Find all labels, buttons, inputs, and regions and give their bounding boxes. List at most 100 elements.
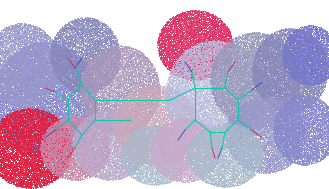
Point [208,43,213,46]
Point [289,65,294,68]
Point [55,155,60,158]
Point [113,70,118,73]
Point [288,83,293,86]
Point [94,125,99,128]
Point [22,55,27,58]
Point [260,122,265,125]
Point [97,40,102,43]
Point [107,142,113,145]
Point [169,173,174,176]
Point [256,145,261,148]
Point [154,89,159,92]
Point [243,166,248,169]
Point [19,118,24,121]
Point [21,184,26,187]
Point [149,155,154,158]
Point [218,53,223,56]
Point [244,134,250,137]
Point [282,54,288,57]
Point [201,26,206,29]
Point [297,134,302,137]
Point [61,54,66,57]
Point [256,161,262,164]
Point [116,111,121,114]
Point [180,11,185,14]
Point [284,99,290,102]
Point [101,176,106,179]
Point [106,27,111,30]
Point [75,60,81,64]
Point [203,12,208,15]
Point [103,49,108,52]
Point [173,63,178,66]
Point [77,115,82,118]
Point [258,162,263,165]
Point [261,95,266,98]
Point [141,124,147,127]
Point [242,67,247,70]
Point [172,130,177,133]
Point [257,85,262,88]
Point [272,67,278,70]
Point [21,67,27,70]
Point [16,142,21,145]
Point [99,163,104,166]
Point [175,172,181,175]
Point [60,134,65,137]
Point [230,84,235,87]
Point [130,112,135,115]
Point [243,134,248,137]
Point [121,148,126,151]
Point [68,149,74,152]
Point [30,68,35,71]
Point [148,97,153,100]
Point [313,53,318,56]
Point [61,168,66,171]
Point [294,66,300,69]
Point [308,60,313,63]
Point [129,88,134,91]
Point [280,99,286,102]
Point [258,112,263,115]
Point [97,140,103,143]
Point [96,113,101,116]
Point [51,111,56,114]
Point [105,25,111,28]
Point [8,130,13,133]
Point [68,133,73,136]
Point [157,50,163,53]
Point [155,89,160,92]
Point [103,105,108,108]
Point [175,60,180,63]
Point [126,79,131,82]
Point [256,99,261,102]
Point [301,57,306,60]
Point [193,73,198,76]
Point [258,64,263,67]
Point [80,77,85,80]
Point [6,129,12,132]
Point [236,128,241,131]
Point [55,134,60,137]
Point [269,128,275,131]
Point [301,105,306,108]
Point [218,108,223,111]
Point [62,71,67,74]
Point [317,45,322,48]
Point [263,68,268,71]
Point [160,103,165,106]
Point [277,104,283,107]
Point [261,44,266,47]
Point [265,53,270,56]
Point [239,121,244,124]
Point [252,126,257,129]
Point [12,164,17,167]
Point [117,137,122,140]
Point [250,159,256,162]
Point [242,73,247,76]
Point [52,124,57,127]
Point [144,126,150,129]
Point [272,103,278,106]
Point [281,135,287,138]
Point [254,164,260,167]
